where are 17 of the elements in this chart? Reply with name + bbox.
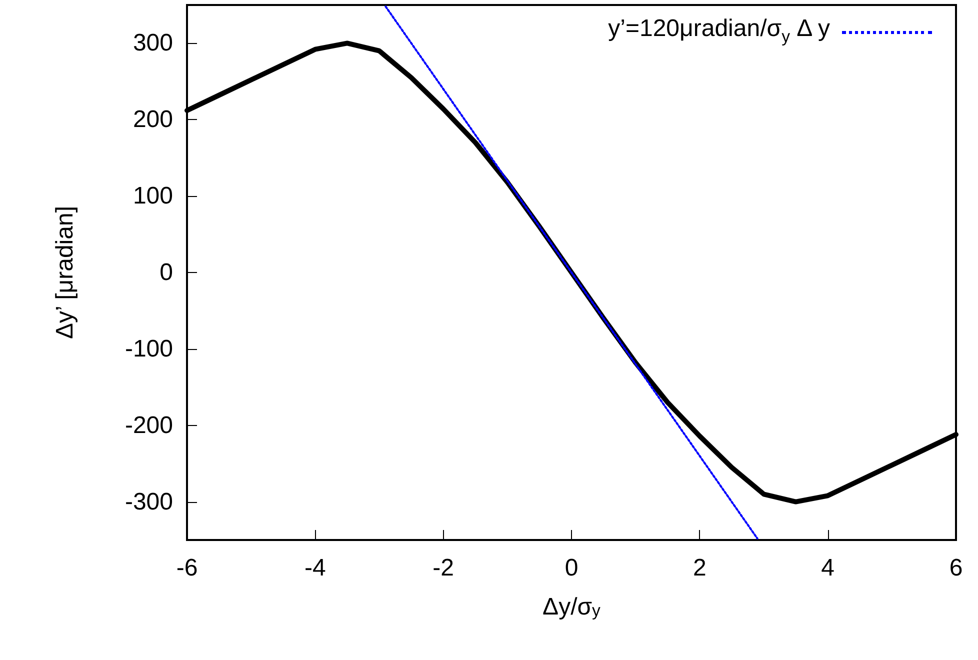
y-tick-label: 200 [132,106,173,134]
y-axis-title: Δy’ [μradian] [52,206,78,340]
y-tick-label: 0 [160,259,173,286]
x-tick-label: 4 [821,554,835,582]
y-tick-label: -100 [124,335,173,362]
y-tick-label: -300 [124,488,173,516]
x-tick-label: -2 [432,554,454,582]
x-axis-title: Δy/σy [542,594,602,621]
x-tick-label: -4 [304,554,326,582]
y-tick-label: 300 [132,30,173,57]
y-tick-label: 100 [132,182,173,210]
legend-label: y’=120μradian/σ$_{y}$ Δ y [608,14,830,48]
x-tick-label: 2 [692,554,706,582]
x-tick-label: 6 [949,554,963,582]
x-tick-label: -6 [176,554,198,582]
y-tick-label: -200 [124,412,173,439]
x-tick-label: 0 [564,554,578,582]
